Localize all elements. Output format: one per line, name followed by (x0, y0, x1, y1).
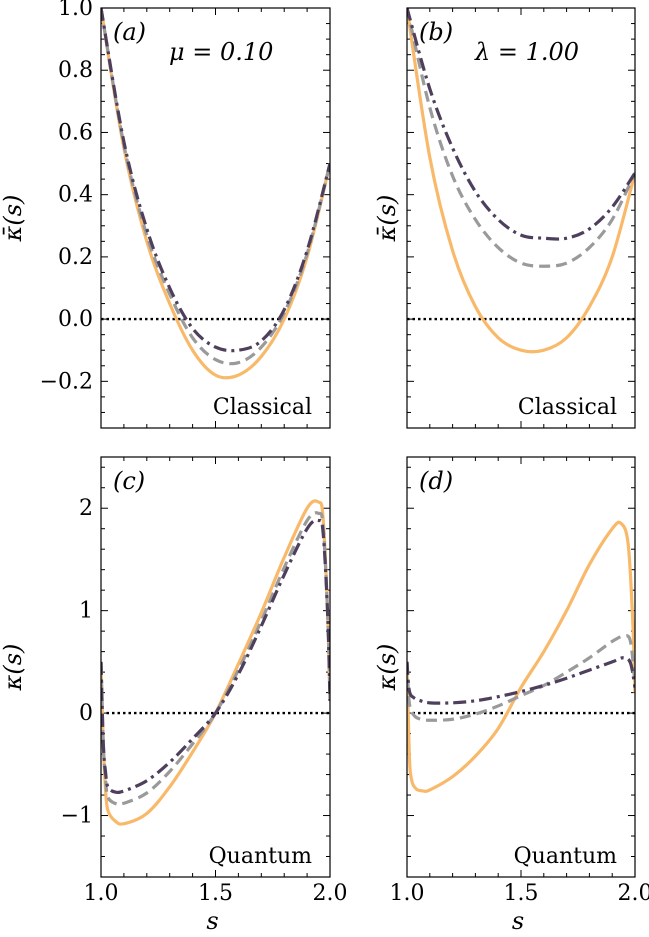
series-line-solid (101, 499, 330, 826)
ticks (100, 7, 331, 428)
series-line-dashdot (101, 8, 330, 353)
plot-frame (100, 7, 331, 429)
series-line-dashed (407, 634, 635, 722)
y-tick-label: 0.8 (58, 58, 93, 83)
panel-tag: (b) (419, 18, 453, 46)
series-line-dashed (101, 8, 330, 366)
panel-tag: (c) (113, 467, 145, 495)
x-tick-label: 2.0 (313, 881, 348, 906)
plot-frame (100, 456, 331, 878)
y-tick-label: 1 (79, 599, 93, 624)
series-line-dashdot (407, 656, 635, 705)
parameter-annotation: λ = 1.00 (474, 38, 579, 66)
regime-label: Classical (518, 395, 617, 420)
x-axis-label: s (512, 907, 524, 935)
y-tick-label: 0.6 (58, 120, 93, 145)
plot-frame (406, 7, 636, 429)
panel-tag: (a) (113, 18, 146, 46)
panel-tag: (d) (419, 467, 453, 495)
series-line-dashdot (407, 8, 635, 241)
plot-frame (406, 456, 636, 878)
panel-b: κ̄(s) (b) λ = 1.00 Classical (373, 7, 636, 429)
ticks (100, 457, 331, 878)
series-line-solid (407, 8, 635, 354)
regime-label: Quantum (209, 844, 313, 869)
series-group (407, 8, 635, 354)
y-tick-label: 1.0 (58, 0, 93, 21)
series-group (407, 520, 635, 793)
series-group (101, 499, 330, 826)
x-tick-label: 1.5 (504, 881, 539, 906)
x-tick-label: 1.0 (84, 881, 119, 906)
y-axis-label: κ̄(s) (0, 195, 27, 243)
series-group (101, 8, 330, 380)
regime-label: Classical (213, 395, 312, 420)
panel-a: −0.2 0.0 0.2 0.4 0.6 0.8 1.0 κ̄(s) (a) μ = 0.10 Cl… (0, 0, 331, 429)
x-tick-label: 1.5 (198, 881, 233, 906)
y-tick-label: −1 (61, 804, 93, 829)
panel-c: −1 0 1 2 1.0 1.5 2.0 κ(s) s (c) Quantum (0, 456, 348, 935)
y-tick-label: 0.4 (58, 183, 93, 208)
ticks (406, 7, 636, 428)
y-tick-label: 2 (79, 496, 93, 521)
regime-label: Quantum (514, 844, 618, 869)
x-axis-label: s (206, 907, 218, 935)
y-axis-label: κ(s) (373, 644, 401, 692)
ticks (406, 457, 636, 878)
y-tick-label: 0.2 (58, 245, 93, 270)
y-axis-label: κ(s) (0, 644, 27, 692)
y-tick-label: 0 (79, 701, 93, 726)
y-tick-label: −0.2 (40, 369, 93, 394)
y-axis-label: κ̄(s) (373, 195, 401, 243)
panel-d: 1.0 1.5 2.0 κ(s) s (d) Quantum (373, 456, 649, 935)
parameter-annotation: μ = 0.10 (169, 38, 273, 66)
series-line-solid (407, 520, 635, 793)
x-tick-label: 1.0 (390, 881, 425, 906)
series-line-dashdot (101, 518, 330, 795)
x-tick-label: 2.0 (618, 881, 649, 906)
y-tick-label: 0.0 (58, 307, 93, 332)
series-line-dashed (101, 511, 330, 806)
